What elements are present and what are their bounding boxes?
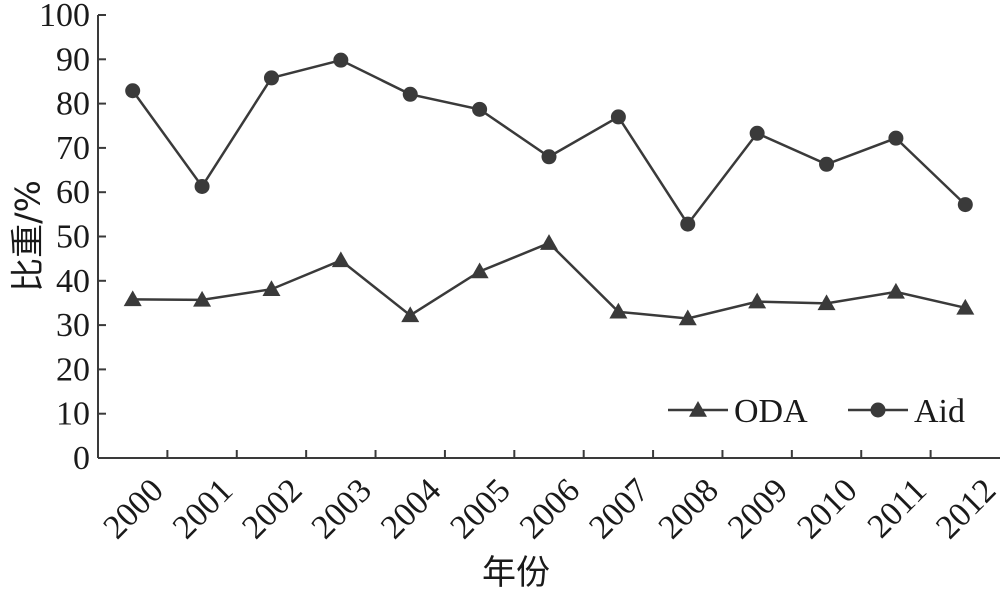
data-point-aid: [194, 178, 210, 194]
data-point-aid: [680, 216, 696, 232]
y-tick-label: 30: [56, 307, 90, 344]
x-tick-label: 2003: [305, 472, 379, 546]
legend-marker-aid: [870, 402, 886, 418]
data-point-aid: [749, 125, 765, 141]
x-tick-label: 2011: [861, 472, 934, 545]
legend-marker-oda: [689, 401, 707, 417]
legend-label-oda: ODA: [734, 393, 808, 430]
y-ticks: 0 10 20 30 40 50 60 70 80 90 100: [39, 0, 106, 477]
data-point-oda: [123, 290, 142, 307]
y-tick-label: 50: [56, 219, 90, 256]
data-point-oda: [401, 306, 420, 323]
series-aid: [125, 52, 973, 232]
y-tick-label: 20: [56, 351, 90, 388]
legend: ODA Aid: [668, 393, 965, 430]
data-point-oda: [956, 298, 975, 315]
x-tick-label: 2007: [582, 472, 656, 546]
data-point-aid: [819, 156, 835, 172]
y-tick-label: 100: [39, 0, 90, 34]
x-tick-label: 2008: [652, 472, 726, 546]
series: [123, 52, 975, 326]
data-point-oda: [540, 234, 558, 250]
x-tick-label: 2001: [166, 472, 240, 546]
legend-item-oda: ODA: [668, 393, 808, 430]
y-axis-title: 比重/%: [9, 180, 49, 292]
data-point-aid: [541, 149, 557, 165]
series-oda: [123, 234, 975, 326]
y-tick-label: 40: [56, 263, 90, 300]
data-point-oda: [817, 294, 836, 311]
data-point-oda: [678, 309, 697, 326]
legend-label-aid: Aid: [914, 393, 965, 430]
data-point-oda: [609, 302, 628, 319]
data-point-oda: [331, 251, 350, 268]
data-point-aid: [263, 70, 279, 86]
data-point-oda: [262, 280, 281, 296]
data-point-aid: [472, 101, 488, 117]
y-tick-label: 90: [56, 41, 90, 78]
x-tick-label: 2010: [790, 472, 864, 546]
x-tick-label: 2005: [443, 472, 517, 546]
y-tick-label: 60: [56, 174, 90, 211]
y-tick-label: 80: [56, 86, 90, 123]
legend-item-aid: Aid: [848, 393, 965, 430]
data-point-aid: [402, 86, 418, 102]
data-point-oda: [748, 292, 767, 309]
data-point-oda: [193, 290, 212, 307]
x-tick-label: 2012: [929, 472, 1000, 546]
y-tick-label: 10: [56, 396, 90, 433]
x-tick-label: 2006: [513, 472, 587, 546]
y-tick-label: 70: [56, 130, 90, 167]
y-tick-label: 0: [73, 440, 90, 477]
x-tick-label: 2002: [235, 472, 309, 546]
x-tick-label: 2004: [374, 472, 448, 546]
x-tick-label: 2000: [97, 472, 171, 546]
x-tick-label: 2009: [721, 472, 795, 546]
x-ticks: 2000200120022003200420052006200720082009…: [97, 450, 1000, 546]
series-aid-line: [131, 58, 967, 227]
data-point-oda: [886, 282, 905, 299]
series-oda-line: [132, 241, 966, 320]
data-point-aid: [333, 52, 349, 68]
data-point-oda: [470, 262, 489, 279]
data-point-aid: [610, 109, 626, 125]
data-point-aid: [125, 83, 141, 99]
data-point-aid: [957, 197, 973, 213]
data-point-aid: [888, 130, 904, 146]
x-axis-title: 年份: [482, 553, 550, 592]
